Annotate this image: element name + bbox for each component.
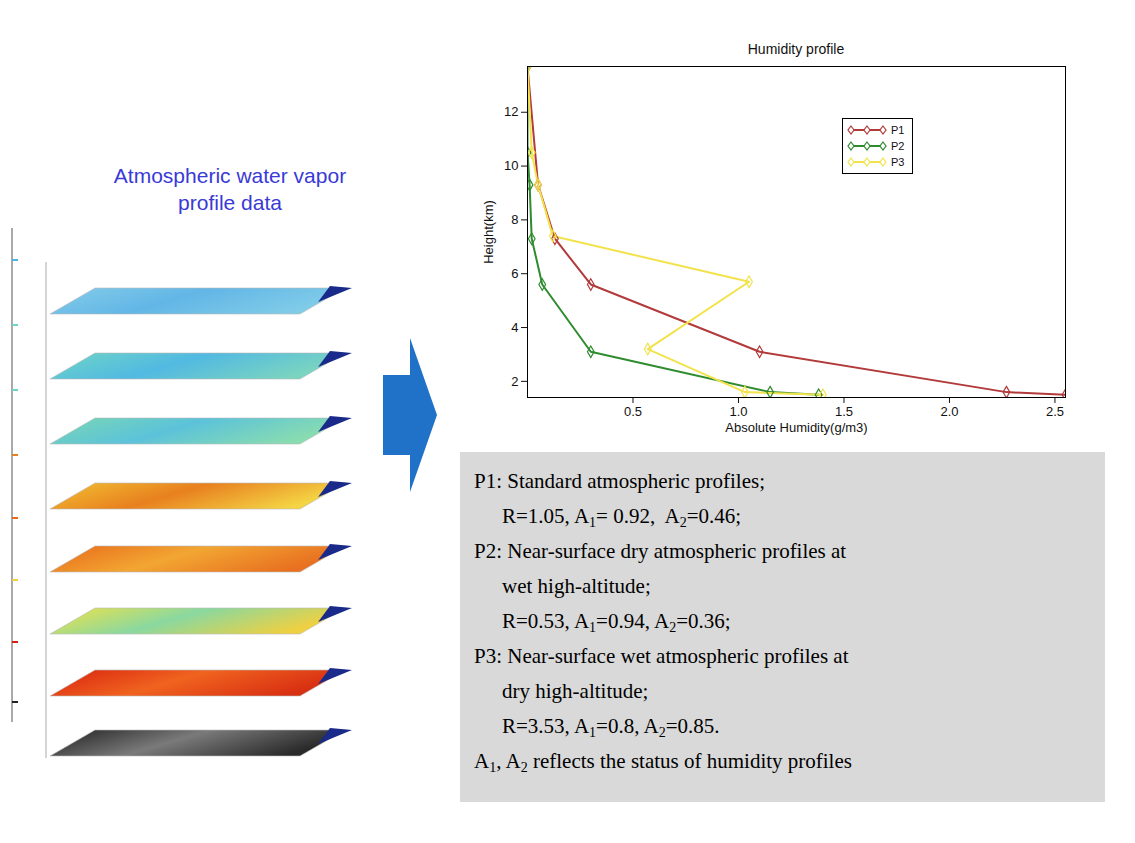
html-text:P1: P1 (891, 124, 905, 136)
html-text:profile data: profile data (178, 191, 282, 214)
svg-text:12: 12 (504, 104, 518, 119)
svg-text:0.5: 0.5 (624, 404, 642, 419)
svg-text:1.0: 1.0 (729, 404, 747, 419)
svg-text:8: 8 (511, 212, 518, 227)
svg-text:2.5: 2.5 (1046, 404, 1064, 419)
svg-text:Absolute Humidity(g/m3): Absolute Humidity(g/m3) (725, 420, 867, 435)
svg-text:6: 6 (511, 266, 518, 281)
html-text:Atmospheric water vapor: Atmospheric water vapor (113, 164, 347, 187)
svg-text:10: 10 (504, 158, 518, 173)
html-text:wet high-altitude;: wet high-altitude; (502, 574, 651, 598)
svg-text:Height(km): Height(km) (481, 200, 496, 264)
html-text:R=1.05, A1= 0.92, A2=0.46;: R=1.05, A1= 0.92, A2=0.46; (502, 504, 742, 530)
html-text:Humidity profile: Humidity profile (747, 41, 845, 57)
svg-text:2: 2 (511, 374, 518, 389)
html-text:P2: Near-surface dry atmospher: P2: Near-surface dry atmospheric profile… (474, 539, 847, 563)
html-text:P3: P3 (891, 156, 905, 168)
html-text:P3: Near-surface wet atmospher: P3: Near-surface wet atmospheric profile… (474, 644, 849, 668)
html-text:P2: P2 (891, 140, 905, 152)
html-text:R=0.53, A1=0.94, A2=0.36;: R=0.53, A1=0.94, A2=0.36; (502, 609, 731, 635)
html-text:A1, A2reflects the status of h: A1, A2reflects the status of humidity pr… (474, 749, 852, 775)
svg-text:4: 4 (511, 320, 518, 335)
html-text:R=3.53, A1=0.8, A2=0.85.: R=3.53, A1=0.8, A2=0.85. (502, 714, 720, 740)
html-text:P1: Standard atmospheric profi: P1: Standard atmospheric profiles; (474, 469, 765, 493)
html-text:dry high-altitude;: dry high-altitude; (502, 679, 649, 703)
svg-text:1.5: 1.5 (835, 404, 853, 419)
svg-text:2.0: 2.0 (940, 404, 958, 419)
